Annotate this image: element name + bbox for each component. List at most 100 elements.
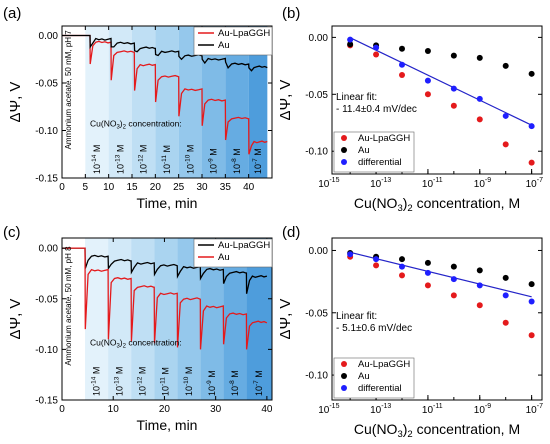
panel-c-title-part: Cu(NO <box>90 337 117 347</box>
panel-c-x-tick-label: 0 <box>59 404 65 415</box>
panel-a-concentration-band <box>155 26 179 178</box>
panel-label-a: (a) <box>3 5 21 22</box>
panel-c-conc-exp: -10 <box>183 376 190 386</box>
panel-b-data-point <box>528 123 535 130</box>
panel-a-x-axis-title: Time, min <box>137 195 198 211</box>
panel-b-x-tick-label: 10-11 <box>422 177 443 190</box>
panel-a-series-line <box>62 34 268 72</box>
panel-b-data-point <box>424 77 431 84</box>
panel-d-data-point <box>424 282 431 289</box>
panel-c-x-tick-label: 20 <box>159 404 171 415</box>
panel-c-x-tick-label: 40 <box>261 404 273 415</box>
panel-b-tick-exp: -9 <box>485 177 491 184</box>
panel-b-tick-base: 10 <box>370 179 382 190</box>
panel-d-tick-base: 10 <box>422 405 434 416</box>
panel-b-legend-label: differential <box>358 157 402 168</box>
panel-a-concentration-label: 10-11 M <box>161 145 172 174</box>
panel-c-time-trace: Ammonium acetate, 50 mM, pH 8 Cu(NO3)2 co… <box>7 237 273 433</box>
panel-a-concentration-label: 10-9 M <box>208 148 219 174</box>
panel-c-series-line <box>62 247 268 294</box>
panel-d-data-point <box>373 256 380 263</box>
panel-c-concentration-label: 10-12 M <box>137 367 148 396</box>
panel-b-data-point <box>450 85 457 92</box>
panel-d-tick-base: 10 <box>370 405 382 416</box>
panel-a-conc-unit: M <box>185 145 195 155</box>
panel-a-concentration-band <box>178 26 202 178</box>
panel-d-legend-label: differential <box>358 383 402 394</box>
panel-d-fit-annotation: - 5.1±0.6 mV/dec <box>336 323 412 334</box>
panel-a-conc-base: 10 <box>185 164 195 174</box>
panel-a-x-tick-label: 30 <box>196 182 208 193</box>
panel-d-tick-exp: -11 <box>433 403 443 410</box>
panel-c-conc-base: 10 <box>115 386 125 396</box>
panel-d-x-tick-label: 10-11 <box>422 403 443 416</box>
panel-c-conc-exp: -14 <box>91 376 98 386</box>
panel-c-y-tick-label: -0.10 <box>35 345 58 356</box>
panel-a-conc-exp: -14 <box>91 154 98 164</box>
panel-b-x-tick-label: 10-13 <box>370 177 391 190</box>
panel-c-conc-base: 10 <box>92 386 102 396</box>
panel-c-concentration-band <box>131 238 155 400</box>
panel-a-conc-exp: -12 <box>138 154 145 164</box>
panel-c-series-line <box>62 247 268 350</box>
panel-a-conc-exp: -7 <box>252 158 259 164</box>
panel-a-conc-base: 10 <box>115 164 125 174</box>
panel-a-title-part: ) <box>120 119 123 129</box>
panel-d-x-axis-title: Cu(NO3)2 concentration, M <box>354 421 520 440</box>
panel-b-data-point <box>399 71 405 78</box>
panel-c-y-tick-label: -0.15 <box>35 396 58 407</box>
panel-d-data-point <box>399 263 405 270</box>
panel-b-y-axis-title: ΔΨ, V <box>277 80 294 121</box>
panel-d-data-point <box>476 302 483 309</box>
panel-a-time-trace: Ammonium acetate, 50 mM, pH 7 Cu(NO3)2 co… <box>7 25 273 211</box>
panel-c-conc-exp: -13 <box>114 376 121 386</box>
panel-d-xtitle-sub: 2 <box>407 429 412 440</box>
panel-c-concentration-label: 10-13 M <box>114 367 125 396</box>
panel-a-concentration-label: 10-14 M <box>91 145 102 174</box>
panel-b-tick-base: 10 <box>526 179 538 190</box>
panel-c-conc-unit: M <box>184 367 194 377</box>
panel-a-conc-unit: M <box>253 148 263 158</box>
panel-a-title-sub: 3 <box>116 125 120 131</box>
panel-a-conc-base: 10 <box>139 164 149 174</box>
panel-b-xtitle-sub: 2 <box>407 203 412 214</box>
panel-d-data-point <box>450 292 457 299</box>
panel-d-legend-marker <box>341 385 347 391</box>
panel-b-data-point <box>373 44 380 51</box>
panel-c-title-sub: 2 <box>123 343 127 349</box>
panel-b-legend-label: Au <box>358 145 370 156</box>
panel-b-data-point <box>528 70 535 77</box>
panel-a-y-tick-label: -0.05 <box>35 79 58 90</box>
panel-d-tick-base: 10 <box>318 405 330 416</box>
panel-c-concentration-band <box>177 238 201 400</box>
panel-b-legend-marker <box>341 159 347 165</box>
panel-d-tick-exp: -15 <box>329 403 339 410</box>
panel-d-data-point <box>347 251 354 258</box>
panel-c-conc-unit: M <box>207 370 217 380</box>
panel-d-xtitle-part: concentration, M <box>413 421 520 437</box>
panel-b-y-tick-label: -0.05 <box>305 90 328 101</box>
panel-b-calibration: 10-15 10-13 10-11 10-9 10-70.00-0.05-0.10ΔΨ,… <box>277 25 543 214</box>
panel-a-concentration-band <box>85 26 109 178</box>
panel-c-y-tick-label: 0.00 <box>39 244 59 255</box>
panel-d-data-point <box>502 319 509 326</box>
panel-b-x-tick-label: 10-15 <box>318 177 339 190</box>
panel-d-data-point <box>450 276 457 283</box>
panel-d-y-tick-label: -0.05 <box>305 308 328 319</box>
panel-d-xtitle-sub: 3 <box>397 429 402 440</box>
panel-label-d: (d) <box>282 224 300 241</box>
panel-a-x-tick-label: 35 <box>220 182 232 193</box>
panel-b-data-point <box>502 62 509 69</box>
panel-a-y-tick-label: 0.00 <box>39 31 59 42</box>
panel-a-conc-base: 10 <box>92 164 102 174</box>
panel-d-legend-marker <box>341 361 347 367</box>
panel-b-tick-exp: -13 <box>381 177 391 184</box>
panel-d-legend-box <box>333 357 415 399</box>
panel-b-plot-frame <box>331 25 543 175</box>
panel-d-xtitle-part: Cu(NO <box>354 421 398 437</box>
panel-c-conc-unit: M <box>92 367 102 377</box>
panel-a-conc-exp: -13 <box>114 154 121 164</box>
panel-b-data-point <box>502 141 509 148</box>
panel-c-legend-box <box>193 238 273 268</box>
panel-d-data-point <box>399 272 405 279</box>
